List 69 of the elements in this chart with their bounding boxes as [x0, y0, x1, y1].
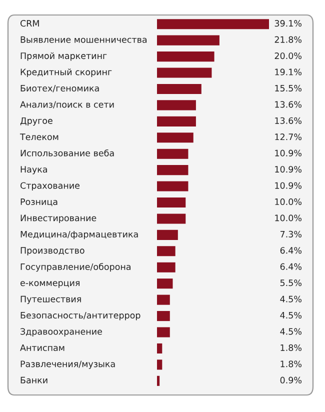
data-label: 4.5%: [280, 296, 302, 302]
data-label: 1.8%: [280, 360, 302, 368]
y-tick-label: Использование веба: [20, 149, 114, 156]
y-tick-label: Медицина/фармацевтика: [20, 230, 138, 240]
y-tick-label: Розница: [20, 198, 58, 206]
bar: [157, 148, 188, 159]
data-label: 10.9%: [275, 182, 302, 189]
y-tick-label: Страхование: [20, 182, 80, 191]
bar: [157, 262, 176, 272]
data-label: 10.0%: [275, 198, 302, 206]
bar: [157, 360, 162, 370]
bar: [157, 230, 178, 240]
bar: [157, 310, 170, 322]
bar: [157, 294, 170, 305]
y-tick-label: Путешествия: [20, 296, 81, 304]
data-label: 13.6%: [275, 117, 302, 124]
y-tick-label: Банки: [20, 376, 48, 384]
y-tick-label: Производство: [20, 247, 84, 256]
data-label: 20.0%: [274, 52, 302, 60]
data-label: 5.5%: [280, 280, 302, 286]
y-tick-label: Антиспам: [20, 344, 64, 351]
bar: [157, 376, 160, 386]
bar: [157, 278, 173, 289]
bar: [157, 84, 202, 94]
y-tick-label: Госуправление/оборона: [20, 263, 130, 272]
y-tick-label: Другое: [20, 117, 52, 126]
bar: [157, 197, 186, 208]
bar: [157, 68, 212, 78]
y-tick-label: Инвестирование: [20, 214, 96, 223]
bar: [157, 327, 170, 338]
bar: [157, 100, 196, 110]
bar: [157, 343, 162, 354]
bar: [157, 52, 214, 62]
data-label: 12.7%: [275, 134, 302, 140]
y-tick-label: Телеком: [20, 134, 58, 140]
bar: [157, 165, 188, 176]
y-tick-label: CRM: [20, 20, 39, 27]
y-tick-label: Здравоохранение: [20, 328, 102, 336]
data-label: 1.8%: [280, 344, 302, 351]
data-label: 19.1%: [275, 68, 302, 76]
y-tick-label: е-коммерция: [20, 281, 80, 288]
data-label: 15.5%: [275, 84, 302, 92]
data-label: 10.9%: [275, 150, 302, 156]
data-label: 21.8%: [274, 36, 302, 43]
data-label: 6.4%: [280, 247, 302, 254]
y-tick-label: Биотех/геномика: [20, 85, 99, 92]
bar: [157, 132, 194, 143]
y-tick-label: Выявление мошенничества: [20, 36, 147, 43]
bar: [157, 214, 186, 224]
bar: [157, 181, 188, 192]
bar: [157, 246, 176, 256]
y-tick-label: Прямой маркетинг: [20, 52, 107, 61]
y-tick-label: Наука: [20, 166, 47, 174]
data-label: 4.5%: [280, 328, 302, 335]
bar: [157, 35, 220, 46]
y-tick-label: Кредитный скоринг: [20, 68, 112, 77]
data-label: 0.9%: [280, 376, 302, 384]
y-tick-label: Анализ/поиск в сети: [20, 101, 114, 108]
data-label: 13.6%: [275, 101, 302, 108]
bar: [157, 116, 196, 126]
y-tick-label: Безопасность/антитеррор: [20, 312, 140, 320]
data-label: 10.0%: [275, 214, 302, 222]
data-label: 39.1%: [274, 20, 302, 27]
data-label: 10.9%: [275, 166, 302, 173]
data-label: 4.5%: [280, 312, 302, 319]
bar: [157, 19, 269, 30]
data-label: 7.3%: [280, 230, 302, 238]
y-tick-label: Развлечения/музыка: [20, 360, 115, 369]
data-label: 6.4%: [280, 263, 302, 270]
